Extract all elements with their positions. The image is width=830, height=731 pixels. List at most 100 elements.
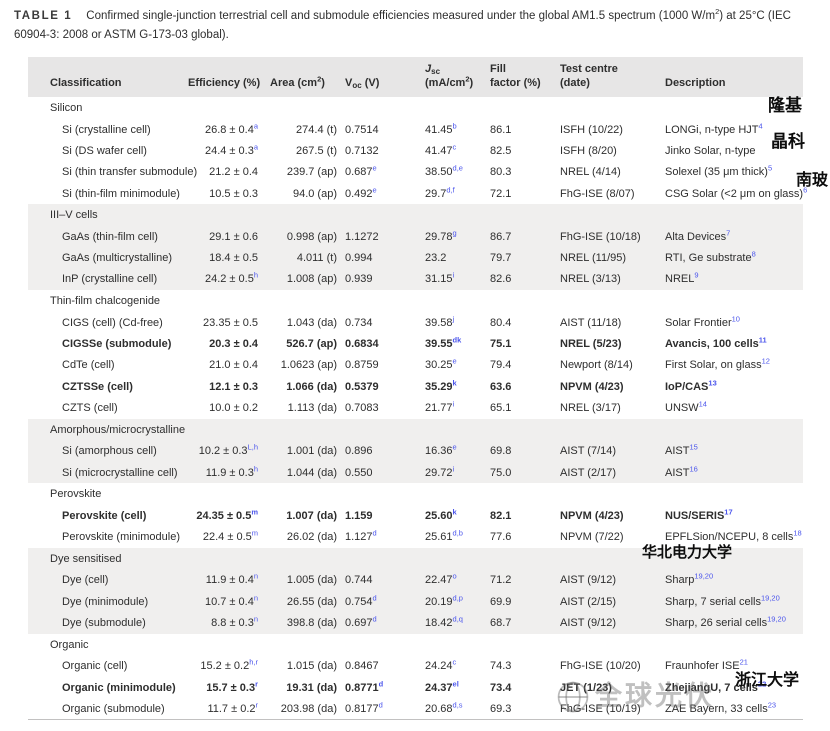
cell-d: ZAE Bayern, 33 cells23 bbox=[665, 698, 803, 719]
cell-value: Perovskite (minimodule) bbox=[62, 531, 180, 544]
cell-area: 1.066 (da) bbox=[270, 376, 345, 397]
cell-eff: 11.9 ± 0.4n bbox=[188, 570, 270, 591]
footnote-superscript: m bbox=[251, 507, 258, 517]
cell-value: 16.36 bbox=[425, 445, 453, 458]
cell-value: 0.734 bbox=[345, 316, 373, 329]
cell-value: Sharp bbox=[665, 574, 695, 587]
cell-value: 25.61 bbox=[425, 531, 453, 544]
cell-value: 94.0 (ap) bbox=[292, 187, 337, 200]
cell-value: 38.50 bbox=[425, 166, 453, 179]
cell-value: 15.7 ± 0.3 bbox=[206, 681, 256, 694]
column-header-7: Description bbox=[665, 76, 726, 89]
cell-tc: AIST (11/18) bbox=[560, 312, 665, 333]
cell-tc: ISFH (10/22) bbox=[560, 119, 665, 140]
cell-d: Sharp, 7 serial cells19,20 bbox=[665, 591, 803, 612]
cell-value: 274.4 (t) bbox=[296, 123, 337, 136]
cell-value: 74.3 bbox=[490, 660, 512, 673]
cell-value: Sharp, 26 serial cells bbox=[665, 616, 768, 629]
table-row: CIGS (cell) (Cd-free) 23.35 ± 0.5 1.043 (d… bbox=[28, 312, 803, 333]
cell-value: 73.4 bbox=[490, 681, 512, 694]
cell-c: Organic (minimodule) bbox=[28, 677, 188, 698]
footnote-superscript: d,f bbox=[446, 184, 455, 194]
cell-ff: 69.9 bbox=[490, 591, 560, 612]
cell-value: 239.7 (ap) bbox=[286, 166, 337, 179]
cell-value: Organic (cell) bbox=[62, 660, 128, 673]
cell-c: CIGS (cell) (Cd-free) bbox=[28, 312, 188, 333]
cell-value: Organic (submodule) bbox=[62, 702, 165, 715]
footnote-superscript: d,b bbox=[452, 528, 463, 538]
cell-value: NUS/SERIS bbox=[665, 509, 725, 522]
cell-value: Perovskite (cell) bbox=[62, 509, 147, 522]
cell-value: 0.8177 bbox=[345, 702, 379, 715]
cell-c: GaAs (multicrystalline) bbox=[28, 247, 188, 268]
footnote-superscript: d,e bbox=[452, 163, 463, 173]
footnote-superscript: 17 bbox=[724, 507, 733, 517]
cell-value: CZTS (cell) bbox=[62, 401, 118, 414]
cell-value: 203.98 (da) bbox=[280, 702, 337, 715]
cell-c: Dye (minimodule) bbox=[28, 591, 188, 612]
cell-tc: JET (1/23) bbox=[560, 677, 665, 698]
cell-value: LONGi, n-type HJT bbox=[665, 123, 759, 136]
cell-area: 1.008 (ap) bbox=[270, 269, 345, 290]
cell-c: CdTe (cell) bbox=[28, 355, 188, 376]
footnote-superscript: 21 bbox=[739, 657, 748, 667]
cell-value: 71.2 bbox=[490, 574, 512, 587]
cell-voc: 0.8771d bbox=[345, 677, 425, 698]
footnote-superscript: d bbox=[378, 699, 383, 709]
cell-jsc: 38.50d,e bbox=[425, 162, 490, 183]
cell-area: 526.7 (ap) bbox=[270, 333, 345, 354]
section-row: III–V cells bbox=[28, 204, 803, 227]
cell-value: IoP/CAS bbox=[665, 380, 709, 393]
cell-voc: 0.734 bbox=[345, 312, 425, 333]
cell-c: CZTS (cell) bbox=[28, 397, 188, 418]
footnote-superscript: 8 bbox=[751, 249, 756, 259]
cell-tc: NREL (3/17) bbox=[560, 397, 665, 418]
cell-value: 29.78 bbox=[425, 230, 453, 243]
cell-value: Sharp, 7 serial cells bbox=[665, 595, 761, 608]
table-row: Perovskite (cell) 24.35 ± 0.5m 1.007 (da) 1… bbox=[28, 505, 803, 526]
cell-c: CZTSSe (cell) bbox=[28, 376, 188, 397]
cell-value: 22.47 bbox=[425, 574, 453, 587]
footnote-superscript: 16 bbox=[689, 463, 698, 473]
cell-ff: 75.1 bbox=[490, 333, 560, 354]
cell-c: Si (microcrystalline cell) bbox=[28, 462, 188, 483]
footnote-superscript: 14 bbox=[698, 399, 707, 409]
cell-voc: 0.7514 bbox=[345, 119, 425, 140]
cell-value: 1.1272 bbox=[345, 230, 379, 243]
cell-jsc: 31.15i bbox=[425, 269, 490, 290]
section-label: Perovskite bbox=[50, 488, 102, 501]
cell-value: NREL bbox=[665, 273, 695, 286]
cell-value: 11.9 ± 0.4 bbox=[205, 574, 254, 587]
table-row: InP (crystalline cell) 24.2 ± 0.5h 1.008 (… bbox=[28, 268, 803, 291]
footnote-superscript: 9 bbox=[694, 270, 699, 280]
cell-value: NREL (11/95) bbox=[560, 252, 627, 265]
footnote-superscript: m bbox=[251, 528, 258, 538]
cell-value: 23.35 ± 0.5 bbox=[203, 316, 258, 329]
table-row: CZTSSe (cell) 12.1 ± 0.3 1.066 (da) 0.5379 3… bbox=[28, 376, 803, 397]
cell-value: 1.127 bbox=[345, 531, 373, 544]
footnote-superscript: 23 bbox=[767, 699, 777, 709]
cell-value: CSG Solar (<2 μm on glass) bbox=[665, 187, 804, 200]
cell-value: ISFH (8/20) bbox=[560, 144, 617, 157]
cell-value: Solexel (35 μm thick) bbox=[665, 166, 768, 179]
footnote-superscript: 12 bbox=[761, 356, 770, 366]
cell-c: Si (DS wafer cell) bbox=[28, 140, 188, 161]
cell-voc: 0.7132 bbox=[345, 140, 425, 161]
cell-eff: 11.9 ± 0.3h bbox=[188, 462, 270, 483]
cell-value: AIST bbox=[665, 445, 690, 458]
cell-value: NPVM (7/22) bbox=[560, 531, 624, 544]
cell-area: 398.8 (da) bbox=[270, 612, 345, 633]
table-row: Si (thin-film minimodule) 10.5 ± 0.3 94.0 … bbox=[28, 183, 807, 204]
cell-d: First Solar, on glass12 bbox=[665, 355, 803, 376]
cell-tc: NPVM (4/23) bbox=[560, 376, 665, 397]
cell-c: Perovskite (minimodule) bbox=[28, 526, 188, 547]
cell-value: Dye (cell) bbox=[62, 574, 109, 587]
cell-ff: 72.1 bbox=[490, 183, 560, 204]
cell-value: 69.9 bbox=[490, 595, 512, 608]
cell-area: 267.5 (t) bbox=[270, 140, 345, 161]
cell-value: 0.998 (ap) bbox=[286, 230, 337, 243]
cell-value: ZhejiangU, 7 cells bbox=[665, 681, 758, 694]
cell-d: Avancis, 100 cells11 bbox=[665, 333, 803, 354]
cell-value: 26.8 ± 0.4 bbox=[204, 123, 254, 136]
cell-value: 75.1 bbox=[490, 338, 512, 351]
